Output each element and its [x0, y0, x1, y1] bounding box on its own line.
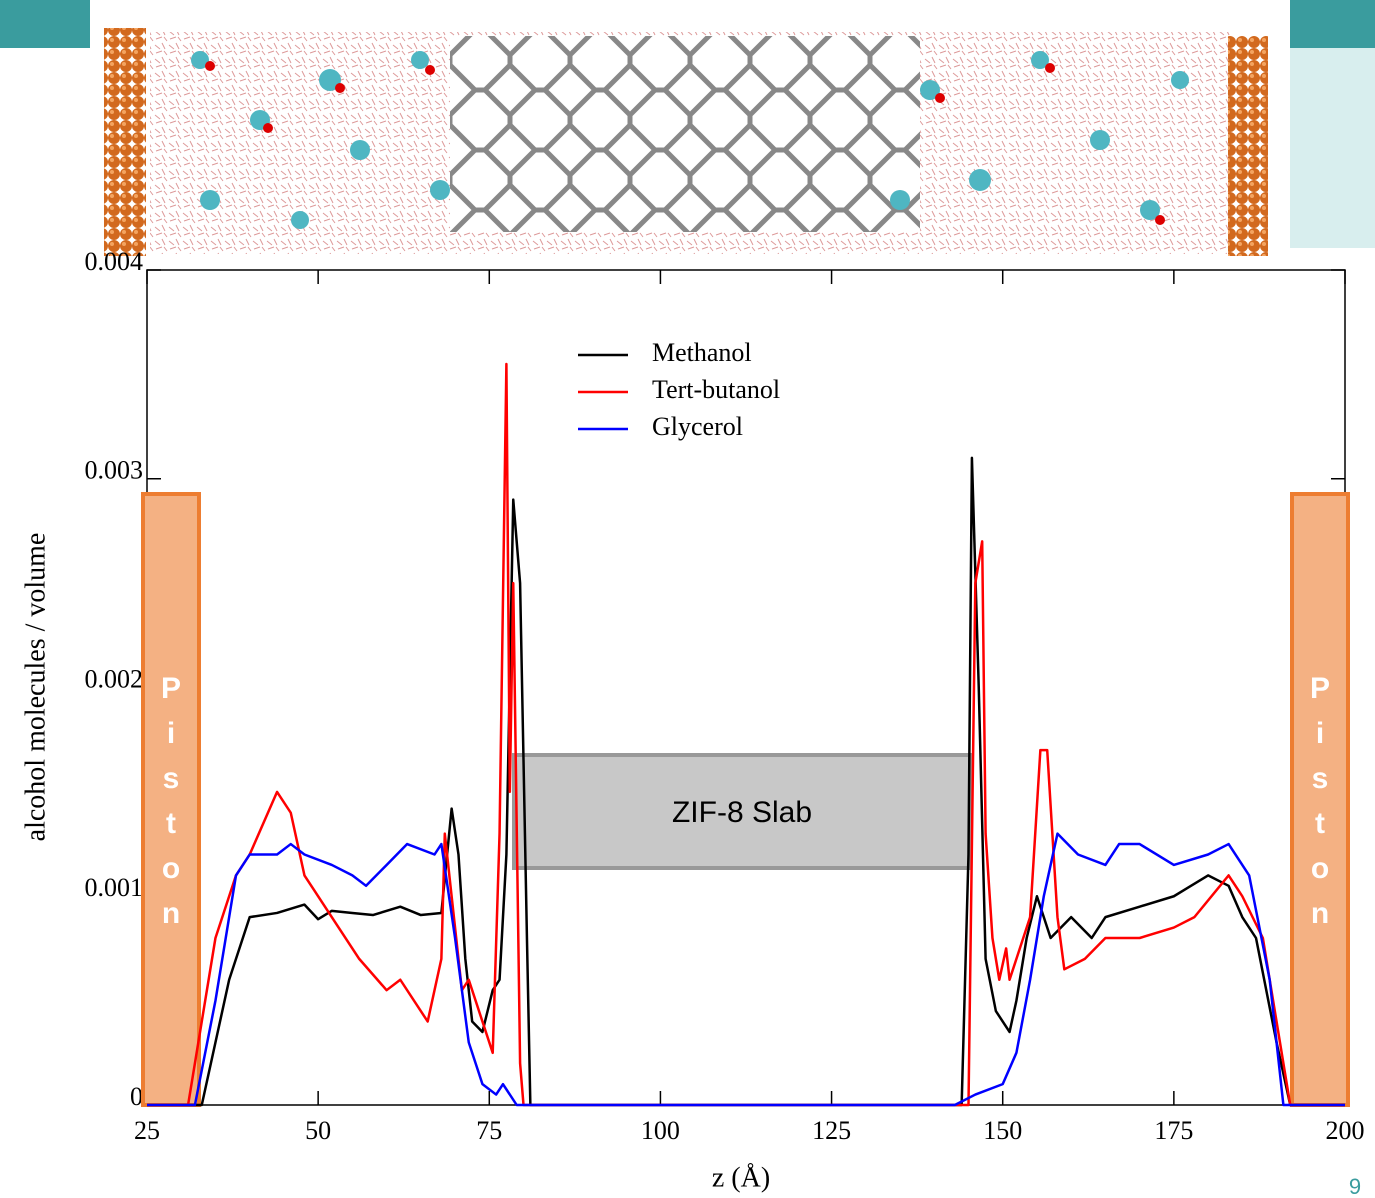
molecules — [191, 51, 1189, 229]
x-tick-label: 75 — [476, 1116, 502, 1145]
piston-letter: t — [1315, 807, 1325, 840]
y-tick-label: 0.002 — [85, 664, 144, 693]
y-tick-label: 0.001 — [85, 873, 144, 902]
series-line — [147, 456, 1345, 1107]
x-tick-label: 50 — [305, 1116, 331, 1145]
series-line — [147, 832, 1345, 1107]
left-wall — [104, 28, 146, 256]
x-tick-label: 25 — [134, 1116, 160, 1145]
piston-letter: i — [1316, 717, 1324, 750]
piston — [1290, 492, 1350, 1107]
piston-letter: i — [167, 717, 175, 750]
piston-letter: n — [162, 897, 180, 930]
plot-content: 25 50 75 100 125 150 175 200 0 0.001 0.002 0.003 0.0… — [85, 247, 1365, 1145]
piston-letter: o — [1311, 852, 1329, 885]
y-tick-label: 0.003 — [85, 456, 144, 485]
oxygen-atoms — [205, 61, 1165, 225]
y-axis-label: alcohol molecules / volume — [20, 533, 51, 842]
piston-letter: n — [1311, 897, 1329, 930]
side-band — [1290, 48, 1375, 248]
right-wall — [1228, 36, 1268, 256]
x-tick-label: 200 — [1326, 1116, 1365, 1145]
x-tick-label: 150 — [983, 1116, 1022, 1145]
slab-label: ZIF-8 Slab — [672, 796, 812, 829]
series-line — [147, 362, 1345, 1107]
piston-letter: s — [163, 762, 180, 795]
piston — [141, 492, 201, 1107]
piston-letter: t — [166, 807, 176, 840]
legend-label: Glycerol — [652, 412, 743, 441]
x-tick-label: 125 — [812, 1116, 851, 1145]
legend-label: Methanol — [652, 338, 752, 367]
piston-letter: P — [1310, 672, 1330, 705]
piston-letter: s — [1312, 762, 1329, 795]
slab-lattice — [450, 36, 920, 232]
page-number: 9 — [1349, 1174, 1361, 1198]
y-tick-label: 0.004 — [85, 247, 144, 276]
x-tick-label: 100 — [641, 1116, 680, 1145]
legend-label: Tert-butanol — [652, 375, 780, 404]
piston-letter: o — [162, 852, 180, 885]
x-axis-label: z (Å) — [712, 1162, 770, 1193]
y-tick-label: 0 — [130, 1082, 143, 1111]
piston-letter: P — [161, 672, 181, 705]
x-tick-label: 175 — [1154, 1116, 1193, 1145]
